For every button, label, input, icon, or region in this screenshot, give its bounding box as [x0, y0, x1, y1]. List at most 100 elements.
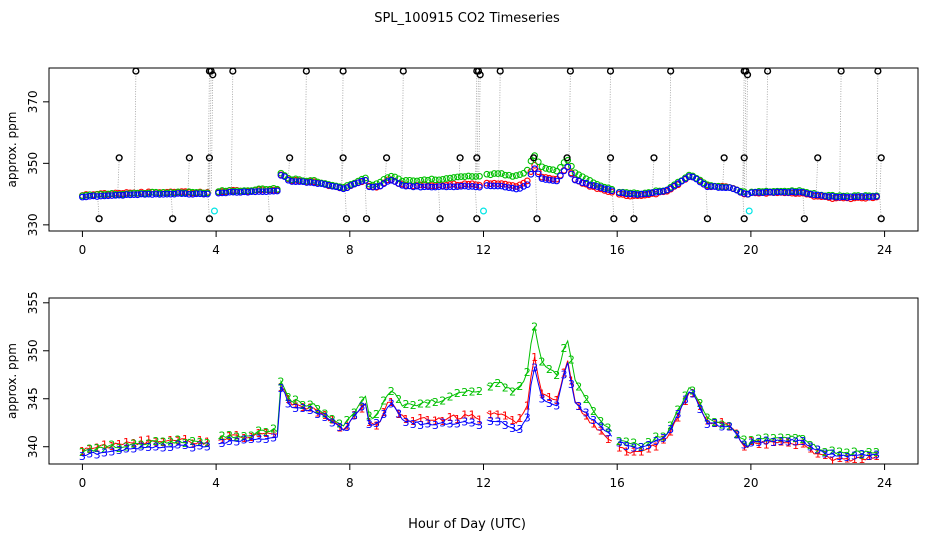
outlier-point — [566, 68, 574, 75]
series-marker-green: 2 — [509, 386, 516, 399]
point-blue — [424, 183, 432, 190]
series-marker-red: 1 — [822, 449, 829, 462]
point-blue — [104, 192, 112, 200]
series-marker-green: 2 — [123, 440, 130, 453]
series-marker-green: 2 — [494, 377, 501, 390]
point-blue — [579, 179, 586, 187]
series-marker-red: 1 — [116, 438, 123, 451]
point-blue — [170, 190, 178, 198]
point-blue — [196, 190, 204, 198]
x-tick-label: 24 — [877, 243, 892, 257]
series-marker-red: 1 — [605, 433, 612, 446]
point-blue — [601, 185, 608, 193]
spike-connector — [705, 186, 708, 219]
point-blue — [402, 182, 410, 190]
point-blue — [858, 193, 866, 200]
point-blue — [615, 189, 623, 197]
series-marker-green: 2 — [844, 446, 851, 459]
series-marker-green: 2 — [583, 393, 590, 406]
point-blue — [501, 183, 509, 191]
outlier-point — [720, 154, 728, 162]
series-marker-blue: 3 — [351, 409, 358, 422]
spike-connector — [187, 157, 190, 194]
point-blue — [182, 190, 189, 197]
point-blue — [854, 193, 862, 201]
series-marker-blue: 3 — [263, 433, 270, 446]
point-blue — [744, 190, 752, 198]
point-blue — [755, 189, 763, 196]
point-blue — [545, 176, 553, 184]
series-marker-red: 1 — [138, 434, 145, 447]
series-marker-green: 2 — [197, 436, 204, 449]
point-blue — [141, 191, 149, 198]
series-marker-blue: 3 — [575, 400, 582, 413]
point-blue — [873, 193, 880, 200]
series-marker-green: 2 — [79, 446, 86, 459]
series-marker-blue: 3 — [366, 418, 373, 431]
point-blue — [476, 183, 483, 191]
point-blue — [560, 167, 568, 175]
point-blue — [307, 179, 314, 186]
point-blue — [277, 171, 285, 179]
series-marker-green: 2 — [697, 397, 704, 410]
series-marker-green: 2 — [689, 384, 696, 397]
point-blue — [119, 191, 127, 199]
series-marker-blue: 3 — [568, 378, 575, 391]
point-green — [310, 176, 318, 184]
point-blue — [222, 189, 230, 197]
series-marker-green: 2 — [487, 381, 494, 394]
series-marker-blue: 3 — [836, 450, 843, 463]
series-marker-blue: 3 — [597, 420, 604, 433]
series-marker-green: 2 — [108, 439, 115, 452]
point-green — [549, 166, 557, 174]
point-blue — [807, 190, 814, 198]
outlier-point — [800, 215, 808, 223]
series-marker-green: 2 — [241, 430, 248, 443]
series-marker-green: 2 — [590, 405, 597, 418]
series-marker-green: 2 — [380, 395, 387, 408]
series-marker-green: 2 — [101, 442, 108, 455]
series-marker-blue: 3 — [226, 435, 233, 448]
series-marker-blue: 3 — [344, 421, 351, 434]
series-marker-red: 1 — [380, 406, 387, 419]
series-marker-red: 1 — [851, 453, 858, 466]
spike-connector — [745, 74, 748, 195]
series-marker-green: 2 — [502, 382, 509, 395]
point-green — [295, 176, 303, 183]
point-blue — [825, 193, 833, 200]
spike-connector — [474, 71, 478, 187]
series-marker-green: 2 — [167, 435, 174, 448]
point-blue — [821, 192, 829, 200]
point-blue — [251, 188, 259, 196]
series-marker-red: 1 — [597, 424, 604, 437]
series-marker-red: 1 — [248, 431, 255, 444]
outlier-point — [286, 154, 294, 162]
outlier-point — [205, 154, 214, 162]
series-marker-red: 1 — [417, 412, 424, 425]
point-blue — [233, 189, 241, 196]
series-marker-green: 2 — [858, 449, 865, 462]
series-marker-green: 2 — [575, 380, 582, 393]
series-marker-red: 1 — [509, 414, 516, 427]
point-blue — [163, 190, 171, 198]
series-marker-blue: 3 — [561, 368, 568, 381]
series-marker-red: 1 — [487, 409, 494, 422]
point-blue — [123, 191, 130, 198]
series-marker-red: 1 — [86, 443, 93, 456]
series-marker-green: 2 — [597, 415, 604, 428]
series-marker-green: 2 — [538, 356, 545, 369]
series-marker-green: 2 — [366, 409, 373, 422]
series-marker-green: 2 — [175, 434, 182, 447]
outlier-point — [382, 154, 391, 162]
point-blue — [159, 190, 167, 198]
point-blue — [634, 191, 641, 198]
point-blue — [336, 184, 344, 192]
outlier-point — [265, 215, 274, 223]
point-blue — [204, 190, 211, 198]
series-marker-red: 1 — [623, 446, 630, 459]
series-marker-green: 2 — [351, 407, 358, 420]
point-green — [369, 181, 377, 189]
point-red — [501, 180, 509, 188]
point-green — [461, 173, 469, 180]
point-blue — [365, 183, 373, 191]
